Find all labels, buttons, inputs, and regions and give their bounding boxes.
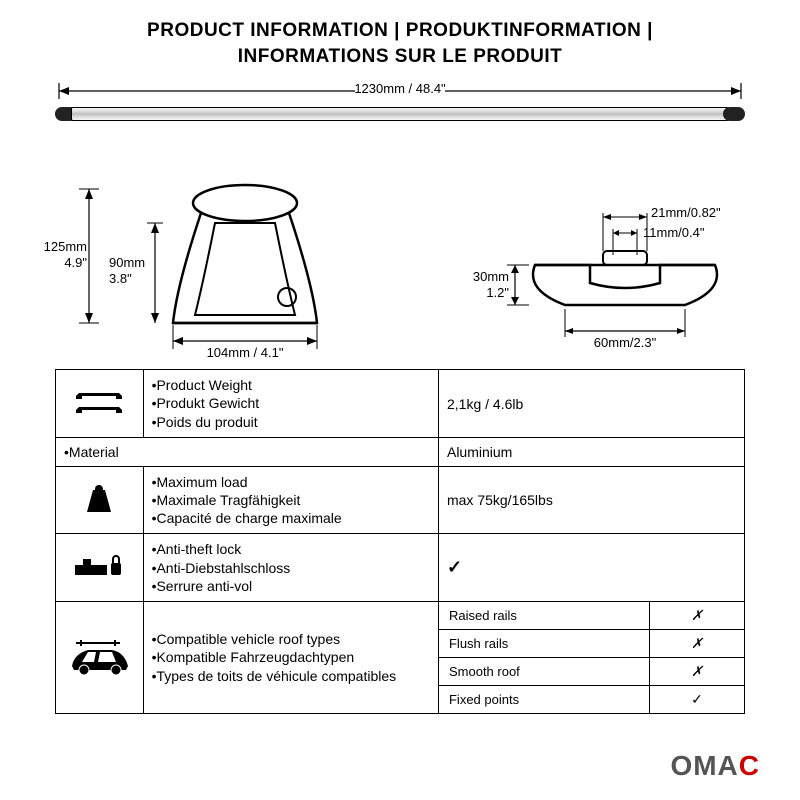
compat-l2: •Kompatible Fahrzeugdachtypen <box>152 648 430 666</box>
title-line1: PRODUCT INFORMATION | PRODUKTINFORMATION… <box>40 18 760 44</box>
weight-value: 2,1kg / 4.6lb <box>438 370 744 438</box>
lock-l1: •Anti-theft lock <box>152 540 430 558</box>
bar-length-label: 1230mm / 48.4" <box>55 81 745 96</box>
load-l1: •Maximum load <box>152 473 430 491</box>
row-material: •Material Aluminium <box>56 437 745 466</box>
weight-labels: •Product Weight •Produkt Gewicht •Poids … <box>143 370 438 438</box>
profile-inner-slot: 11mm/0.4" <box>643 225 704 240</box>
profile-width: 60mm/2.3" <box>565 335 685 350</box>
compat-labels: •Compatible vehicle roof types •Kompatib… <box>143 601 438 713</box>
lock-value: ✓ <box>438 534 744 602</box>
weight-l2: •Produkt Gewicht <box>152 394 430 412</box>
weight-l1: •Product Weight <box>152 376 430 394</box>
profile-h-b: 1.2" <box>486 285 509 300</box>
row-load: •Maximum load •Maximale Tragfähigkeit •C… <box>56 466 745 534</box>
load-l2: •Maximale Tragfähigkeit <box>152 491 430 509</box>
lock-labels: •Anti-theft lock •Anti-Diebstahlschloss … <box>143 534 438 602</box>
page-title: PRODUCT INFORMATION | PRODUKTINFORMATION… <box>40 18 760 69</box>
roof-0-label: Raised rails <box>438 601 649 629</box>
lock-l2: •Anti-Diebstahlschloss <box>152 559 430 577</box>
row-lock: •Anti-theft lock •Anti-Diebstahlschloss … <box>56 534 745 602</box>
load-labels: •Maximum load •Maximale Tragfähigkeit •C… <box>143 466 438 534</box>
bar-endcap-right <box>723 107 745 121</box>
foot-diagram: 125mm 4.9" 90mm 3.8" 104mm / 4.1" <box>55 155 355 355</box>
car-icon <box>56 601 144 713</box>
roof-2-label: Smooth roof <box>438 657 649 685</box>
roof-3-label: Fixed points <box>438 685 649 713</box>
compat-l1: •Compatible vehicle roof types <box>152 630 430 648</box>
roof-0-val: ✗ <box>650 601 745 629</box>
load-l3: •Capacité de charge maximale <box>152 509 430 527</box>
row-compat-0: •Compatible vehicle roof types •Kompatib… <box>56 601 745 629</box>
diagrams-row: 125mm 4.9" 90mm 3.8" 104mm / 4.1" <box>55 155 745 355</box>
roof-bar-rect <box>71 107 729 121</box>
load-icon <box>56 466 144 534</box>
weight-icon <box>56 370 144 438</box>
foot-h-outer-b: 4.9" <box>64 255 87 270</box>
material-label: •Material <box>56 437 439 466</box>
bar-length-diagram: 1230mm / 48.4" <box>55 79 745 139</box>
spec-table: •Product Weight •Produkt Gewicht •Poids … <box>55 369 745 714</box>
foot-h-outer-a: 125mm <box>44 239 87 254</box>
lock-icon <box>56 534 144 602</box>
material-value: Aluminium <box>438 437 744 466</box>
foot-h-inner-a: 90mm <box>109 255 145 270</box>
logo-red: C <box>739 750 760 781</box>
profile-top-slot: 21mm/0.82" <box>651 205 721 220</box>
row-weight: •Product Weight •Produkt Gewicht •Poids … <box>56 370 745 438</box>
load-value: max 75kg/165lbs <box>438 466 744 534</box>
logo-text: OMA <box>670 750 738 781</box>
foot-h-inner-b: 3.8" <box>109 271 132 286</box>
roof-1-label: Flush rails <box>438 629 649 657</box>
foot-width-label: 104mm / 4.1" <box>173 345 317 360</box>
lock-l3: •Serrure anti-vol <box>152 577 430 595</box>
compat-l3: •Types de toits de véhicule compatibles <box>152 667 430 685</box>
weight-l3: •Poids du produit <box>152 413 430 431</box>
roof-3-val: ✓ <box>650 685 745 713</box>
title-line2: INFORMATIONS SUR LE PRODUIT <box>40 44 760 70</box>
roof-1-val: ✗ <box>650 629 745 657</box>
brand-logo: OMAC <box>670 750 760 782</box>
profile-h-a: 30mm <box>473 269 509 284</box>
profile-diagram: 21mm/0.82" 11mm/0.4" 30mm 1.2" 60mm/2.3" <box>465 155 745 355</box>
roof-2-val: ✗ <box>650 657 745 685</box>
